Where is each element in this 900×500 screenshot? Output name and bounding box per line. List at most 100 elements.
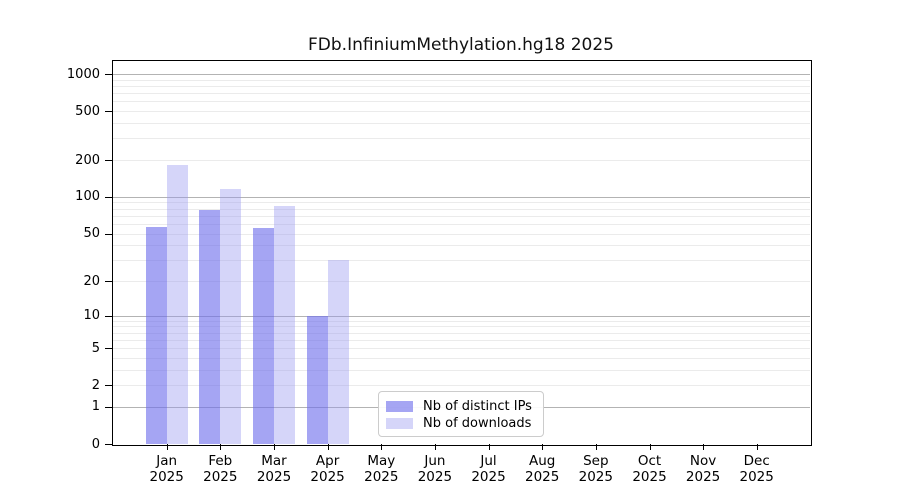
legend-swatch-distinct-ips — [386, 401, 413, 412]
x-tick-mark — [166, 444, 168, 450]
minor-gridline — [112, 339, 810, 341]
minor-gridline — [112, 332, 810, 334]
x-tick-year: 2025 — [471, 469, 506, 485]
y-tick-label: 5 — [91, 340, 100, 356]
legend-entry-distinct-ips: Nb of distinct IPs — [386, 398, 535, 415]
y-tick-mark — [105, 385, 112, 387]
x-tick-label: Jun 2025 — [405, 453, 465, 485]
y-tick-label: 20 — [83, 273, 100, 289]
minor-gridline — [112, 348, 810, 350]
x-tick-mark — [595, 444, 597, 450]
y-tick-label: 2 — [91, 377, 100, 393]
legend-label-downloads: Nb of downloads — [423, 416, 532, 431]
x-tick-year: 2025 — [632, 469, 667, 485]
x-tick-label: May 2025 — [351, 453, 411, 485]
x-tick-mark — [488, 444, 490, 450]
x-tick-mark — [381, 444, 383, 450]
y-tick-mark — [105, 444, 112, 445]
y-tick-label: 50 — [83, 226, 100, 241]
legend-entry-downloads: Nb of downloads — [386, 415, 535, 432]
x-tick-label: Jul 2025 — [459, 453, 519, 485]
x-tick-year: 2025 — [203, 469, 238, 485]
bar-distinct-ips — [253, 227, 274, 444]
bar-downloads — [274, 206, 295, 444]
x-tick-mark — [542, 444, 544, 450]
minor-gridline — [112, 233, 810, 235]
x-tick-label: Oct 2025 — [620, 453, 680, 485]
x-tick-year: 2025 — [739, 469, 774, 485]
minor-gridline — [112, 93, 810, 95]
x-tick-mark — [703, 444, 705, 450]
y-tick-label: 100 — [75, 189, 100, 205]
minor-gridline — [112, 79, 810, 81]
minor-gridline — [112, 160, 810, 161]
x-tick-year: 2025 — [578, 469, 613, 485]
x-tick-label: Dec 2025 — [727, 453, 787, 485]
x-tick-year: 2025 — [149, 469, 184, 485]
decade-gridline — [112, 315, 810, 317]
minor-gridline — [112, 357, 810, 359]
y-tick-mark — [105, 160, 112, 161]
x-tick-mark — [434, 444, 436, 450]
x-tick-label: Apr 2025 — [298, 453, 358, 485]
y-tick-mark — [105, 196, 112, 198]
x-tick-year: 2025 — [525, 469, 560, 485]
minor-gridline — [112, 326, 810, 328]
chart-title: FDb.InfiniumMethylation.hg18 2025 — [308, 35, 614, 55]
legend-label-distinct-ips: Nb of distinct IPs — [423, 399, 532, 414]
y-tick-label: 1000 — [66, 66, 100, 82]
x-tick-mark — [220, 444, 222, 450]
minor-gridline — [112, 101, 810, 103]
minor-gridline — [112, 123, 810, 124]
x-tick-year: 2025 — [685, 469, 721, 485]
y-tick-mark — [105, 111, 112, 113]
minor-gridline — [112, 208, 810, 210]
minor-gridline — [112, 111, 810, 113]
y-tick-mark — [105, 348, 112, 350]
bar-distinct-ips — [145, 226, 167, 444]
bar-downloads — [220, 188, 242, 444]
minor-gridline — [112, 223, 810, 225]
minor-gridline — [112, 385, 810, 387]
x-tick-label: Mar 2025 — [244, 453, 304, 485]
y-tick-label: 1 — [91, 399, 100, 415]
x-tick-year: 2025 — [256, 469, 292, 485]
x-tick-mark — [756, 444, 758, 450]
minor-gridline — [112, 369, 810, 371]
y-tick-label: 500 — [75, 103, 100, 119]
x-tick-label: Jan 2025 — [137, 453, 197, 485]
decade-gridline — [112, 196, 810, 198]
x-tick-label: Aug 2025 — [512, 453, 572, 485]
minor-gridline — [112, 86, 810, 87]
bar-distinct-ips — [199, 210, 221, 444]
minor-gridline — [112, 320, 810, 322]
x-tick-mark — [649, 444, 651, 450]
legend: Nb of distinct IPs Nb of downloads — [378, 391, 544, 437]
x-tick-label: Nov 2025 — [673, 453, 733, 485]
decade-gridline — [112, 74, 810, 75]
legend-swatch-downloads — [386, 418, 413, 429]
x-tick-year: 2025 — [364, 469, 399, 485]
minor-gridline — [112, 245, 810, 247]
minor-gridline — [112, 260, 810, 262]
y-tick-mark — [105, 406, 112, 408]
minor-gridline — [112, 281, 810, 282]
bar-downloads — [166, 165, 188, 444]
x-tick-label: Sep 2025 — [566, 453, 626, 485]
y-tick-mark — [105, 74, 112, 75]
x-tick-mark — [327, 444, 329, 450]
bar-downloads — [327, 260, 349, 444]
x-tick-label: Feb 2025 — [190, 453, 250, 485]
y-tick-label: 200 — [75, 152, 100, 168]
x-tick-year: 2025 — [417, 469, 453, 485]
y-tick-mark — [105, 281, 112, 282]
x-tick-mark — [274, 444, 275, 450]
y-tick-mark — [105, 233, 112, 235]
y-tick-label: 0 — [91, 436, 100, 452]
y-tick-mark — [105, 315, 112, 317]
y-tick-label: 10 — [83, 308, 100, 324]
minor-gridline — [112, 215, 810, 217]
minor-gridline — [112, 202, 810, 204]
bar-distinct-ips — [306, 315, 328, 444]
